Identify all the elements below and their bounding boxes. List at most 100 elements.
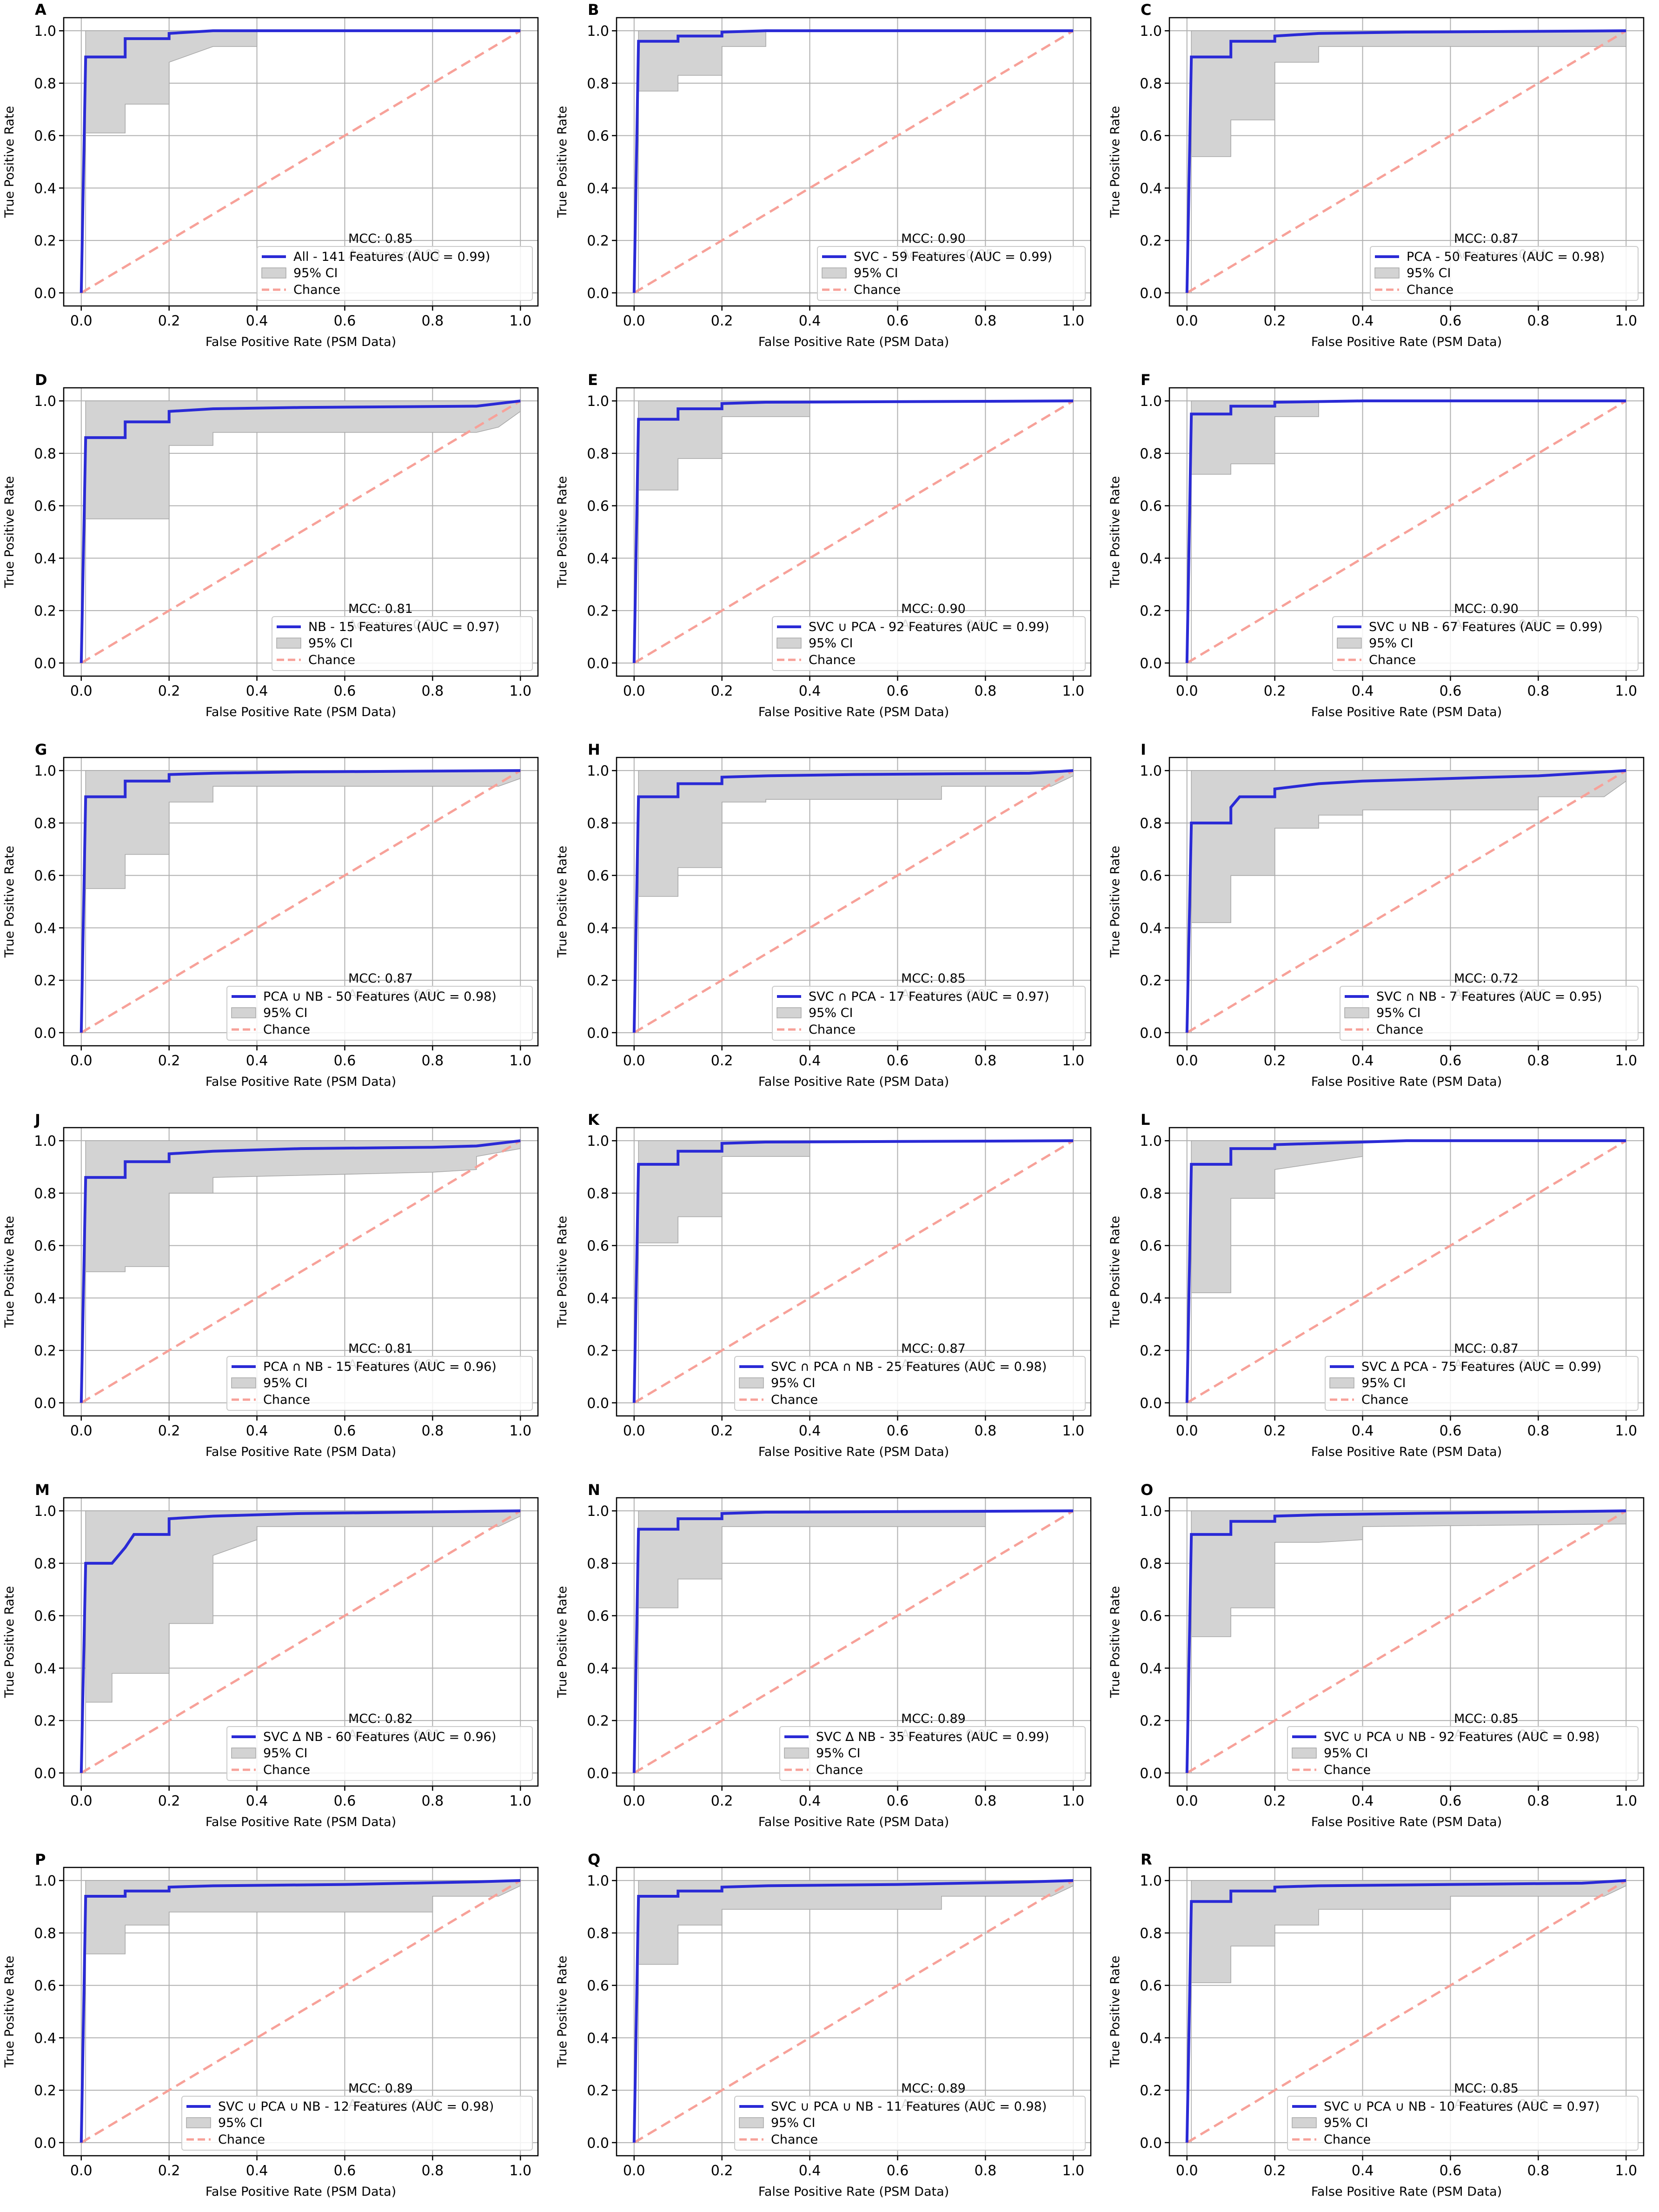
legend-roc-label: SVC ∩ PCA ∩ NB - 25 Features (AUC = 0.98… bbox=[771, 1360, 1047, 1374]
legend-chance-label: Chance bbox=[771, 1393, 818, 1407]
x-tick-label: 1.0 bbox=[1615, 1793, 1637, 1809]
y-axis-label: True Positive Rate bbox=[2, 1586, 17, 1699]
chance-line bbox=[633, 1510, 1074, 1774]
y-tick-label: 1.0 bbox=[1140, 1133, 1162, 1149]
y-tick-label: 1.0 bbox=[587, 1133, 609, 1149]
y-axis-label: True Positive Rate bbox=[1108, 476, 1122, 589]
legend-roc-label: SVC Δ NB - 35 Features (AUC = 0.99) bbox=[816, 1730, 1049, 1744]
x-tick-label: 0.4 bbox=[1352, 683, 1374, 699]
y-tick-label: 0.0 bbox=[1140, 2135, 1162, 2152]
legend-ci-swatch bbox=[1344, 1007, 1369, 1018]
mcc-text: MCC: 0.87 bbox=[348, 971, 413, 986]
legend: SVC ∩ PCA - 17 Features (AUC = 0.97) 95% … bbox=[772, 986, 1086, 1041]
y-tick-label: 0.4 bbox=[34, 180, 56, 197]
y-tick-label: 0.8 bbox=[34, 76, 56, 92]
x-tick-label: 0.8 bbox=[1527, 1423, 1549, 1439]
x-tick-label: 0.2 bbox=[158, 313, 180, 329]
y-tick-label: 1.0 bbox=[34, 393, 56, 410]
y-tick-label: 0.6 bbox=[34, 868, 56, 884]
y-tick-label: 0.0 bbox=[34, 1395, 56, 1412]
y-tick-label: 1.0 bbox=[587, 1873, 609, 1889]
x-tick-label: 0.8 bbox=[974, 683, 996, 699]
x-tick-label: 1.0 bbox=[1062, 683, 1084, 699]
x-tick-label: 1.0 bbox=[509, 2163, 531, 2179]
ci-band bbox=[85, 1510, 521, 1773]
legend-ci-label: 95% CI bbox=[1361, 1376, 1406, 1390]
y-tick-label: 0.8 bbox=[1140, 816, 1162, 832]
legend: SVC ∪ PCA ∪ NB - 92 Features (AUC = 0.98… bbox=[1287, 1726, 1639, 1781]
x-tick-label: 0.6 bbox=[334, 2163, 356, 2179]
legend-box bbox=[1287, 1726, 1639, 1781]
legend-roc-label: SVC ∩ NB - 7 Features (AUC = 0.95) bbox=[1376, 990, 1602, 1004]
ci-band bbox=[638, 400, 1074, 663]
panel-label: R bbox=[1141, 1851, 1152, 1868]
legend-box bbox=[772, 986, 1086, 1041]
legend-ci-label: 95% CI bbox=[263, 1746, 307, 1760]
axes-frame bbox=[63, 387, 539, 677]
legend-ci-label: 95% CI bbox=[1324, 1746, 1368, 1760]
x-tick-label: 0.0 bbox=[70, 683, 93, 699]
legend-roc-label: SVC ∪ PCA ∪ NB - 11 Features (AUC = 0.98… bbox=[771, 2099, 1047, 2114]
x-tick-label: 0.2 bbox=[711, 1793, 733, 1809]
panel-label: K bbox=[588, 1111, 600, 1129]
panel-label: E bbox=[588, 371, 598, 389]
roc-panel-r: R 0.0 0.2 0.4 0.6 0.8 1.0 0.0 0.2 0.4 0.6 0.8 1.0 Fal… bbox=[1108, 1851, 1645, 2199]
roc-panel-c: C 0.0 0.2 0.4 0.6 0.8 1.0 0.0 0.2 0.4 0.6 0.8 1.0 Fal… bbox=[1108, 1, 1645, 349]
x-tick-label: 1.0 bbox=[509, 1793, 531, 1809]
legend-box bbox=[257, 246, 533, 301]
mcc-text: MCC: 0.89 bbox=[348, 2081, 413, 2096]
y-tick-label: 0.4 bbox=[34, 920, 56, 937]
legend-ci-label: 95% CI bbox=[1324, 2116, 1368, 2130]
x-tick-label: 0.8 bbox=[1527, 2163, 1549, 2179]
x-tick-label: 0.0 bbox=[623, 1053, 645, 1069]
x-tick-label: 0.6 bbox=[334, 313, 356, 329]
y-tick-label: 0.4 bbox=[587, 2030, 609, 2046]
legend-ci-swatch bbox=[231, 1377, 256, 1388]
y-axis-label: True Positive Rate bbox=[2, 1956, 17, 2068]
legend-box bbox=[226, 986, 533, 1041]
mcc-text: MCC: 0.82 bbox=[348, 1712, 413, 1726]
chance-line bbox=[1186, 770, 1627, 1034]
roc-panel-m: M 0.0 0.2 0.4 0.6 0.8 1.0 0.0 0.2 0.4 0.6 0.8 1.0 Fal… bbox=[2, 1481, 539, 1829]
x-axis-label: False Positive Rate (PSM Data) bbox=[758, 1445, 949, 1459]
x-tick-label: 0.8 bbox=[421, 1423, 444, 1439]
axes-frame bbox=[1168, 757, 1645, 1047]
panel-label: O bbox=[1141, 1481, 1153, 1499]
roc-curve bbox=[632, 1879, 1074, 2143]
x-axis-label: False Positive Rate (PSM Data) bbox=[206, 2185, 396, 2199]
y-tick-label: 0.0 bbox=[1140, 286, 1162, 302]
x-axis-label: False Positive Rate (PSM Data) bbox=[758, 1815, 949, 1829]
x-axis-label: False Positive Rate (PSM Data) bbox=[1311, 705, 1502, 719]
y-tick-label: 0.6 bbox=[34, 128, 56, 145]
roc-curve bbox=[1185, 1139, 1626, 1403]
x-tick-label: 0.2 bbox=[711, 1053, 733, 1069]
roc-curve bbox=[1185, 29, 1626, 293]
legend-chance-label: Chance bbox=[293, 283, 340, 297]
x-tick-label: 1.0 bbox=[1615, 683, 1637, 699]
y-tick-label: 0.0 bbox=[1140, 1395, 1162, 1412]
legend-ci-label: 95% CI bbox=[809, 636, 853, 651]
y-tick-label: 0.6 bbox=[587, 1608, 609, 1625]
roc-curve bbox=[80, 1139, 521, 1403]
legend-roc-label: SVC Δ NB - 60 Features (AUC = 0.96) bbox=[263, 1730, 496, 1744]
x-tick-label: 0.0 bbox=[623, 683, 645, 699]
y-tick-label: 0.2 bbox=[34, 1343, 56, 1359]
y-tick-label: 0.2 bbox=[1140, 603, 1162, 619]
x-tick-label: 0.2 bbox=[158, 1053, 180, 1069]
legend-roc-label: SVC ∪ NB - 67 Features (AUC = 0.99) bbox=[1369, 620, 1603, 634]
panel-label: N bbox=[588, 1481, 600, 1499]
legend-box bbox=[779, 1726, 1086, 1781]
x-tick-label: 0.4 bbox=[1352, 313, 1374, 329]
x-tick-label: 0.0 bbox=[623, 313, 645, 329]
y-tick-label: 0.4 bbox=[587, 920, 609, 937]
legend-ci-swatch bbox=[739, 1377, 764, 1388]
x-tick-label: 0.0 bbox=[1176, 683, 1198, 699]
y-tick-label: 0.6 bbox=[587, 868, 609, 884]
ci-band bbox=[638, 1880, 1074, 2143]
y-tick-label: 0.0 bbox=[587, 2135, 609, 2152]
legend-ci-label: 95% CI bbox=[308, 636, 352, 651]
y-tick-label: 0.4 bbox=[1140, 1290, 1162, 1307]
x-tick-label: 1.0 bbox=[1062, 313, 1084, 329]
x-tick-label: 1.0 bbox=[1615, 2163, 1637, 2179]
